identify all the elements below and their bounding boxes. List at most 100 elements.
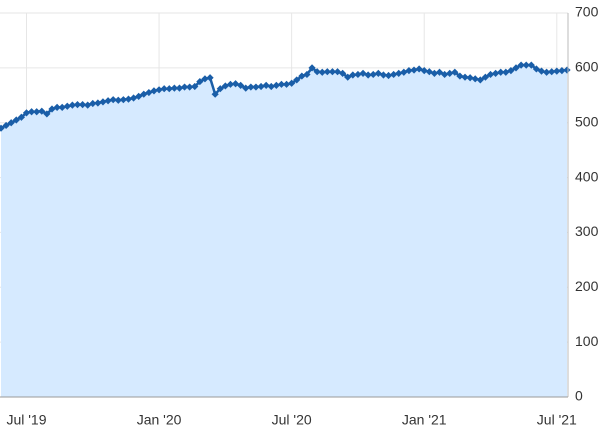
marker: [379, 71, 388, 79]
marker: [548, 68, 556, 76]
marker: [527, 61, 535, 69]
marker: [104, 97, 112, 105]
marker: [247, 83, 255, 91]
marker: [73, 101, 82, 109]
marker: [405, 67, 413, 75]
marker: [211, 90, 219, 98]
marker: [2, 121, 10, 130]
marker: [63, 102, 71, 110]
marker: [33, 108, 41, 116]
marker: [160, 85, 168, 93]
marker: [466, 74, 474, 82]
marker: [12, 116, 20, 124]
marker: [124, 95, 133, 103]
marker: [7, 119, 15, 127]
marker: [446, 69, 454, 77]
marker: [267, 82, 275, 91]
y-tick-label: 600: [575, 59, 599, 75]
marker: [339, 69, 347, 77]
marker: [558, 67, 566, 75]
marker: [216, 85, 224, 93]
marker: [109, 96, 117, 104]
marker: [492, 69, 500, 77]
marker: [17, 113, 25, 121]
marker: [507, 67, 515, 75]
marker: [354, 70, 362, 79]
marker: [395, 69, 403, 77]
marker: [415, 65, 423, 73]
marker: [150, 87, 158, 95]
marker: [471, 75, 479, 83]
marker: [486, 70, 495, 79]
marker: [191, 82, 199, 91]
y-tick-label: 400: [575, 168, 599, 184]
marker: [78, 101, 87, 109]
marker: [155, 86, 163, 94]
marker: [359, 69, 367, 77]
marker: [175, 84, 184, 92]
marker: [242, 84, 250, 92]
marker: [344, 73, 352, 81]
marker: [186, 83, 194, 91]
x-tick-label: Jul '19: [6, 412, 46, 428]
marker: [517, 61, 525, 69]
marker: [364, 71, 372, 79]
y-tick-label: 100: [575, 333, 599, 349]
marker: [512, 64, 520, 72]
x-tick-label: Jan '21: [402, 412, 447, 428]
y-tick-label: 500: [575, 113, 599, 129]
marker: [333, 68, 342, 76]
marker: [481, 73, 490, 81]
y-tick-label: 0: [575, 388, 583, 404]
marker: [532, 65, 541, 73]
x-tick-label: Jul '20: [272, 412, 312, 428]
marker: [328, 68, 337, 76]
marker: [476, 76, 484, 84]
marker: [456, 72, 464, 80]
marker: [400, 68, 408, 76]
marker: [272, 81, 280, 90]
marker: [53, 103, 61, 111]
marker: [262, 81, 270, 90]
marker: [522, 61, 530, 69]
marker: [308, 64, 316, 72]
marker: [252, 83, 260, 91]
marker: [537, 67, 546, 75]
marker: [543, 68, 551, 76]
marker: [313, 68, 321, 76]
marker: [38, 107, 46, 115]
marker: [114, 96, 122, 104]
x-tick-label: Jul '21: [537, 412, 577, 428]
marker: [430, 69, 439, 77]
marker: [349, 71, 357, 79]
y-tick-label: 200: [575, 278, 599, 294]
marker: [48, 105, 56, 113]
marker: [22, 109, 31, 117]
marker: [68, 101, 76, 109]
marker: [369, 70, 377, 79]
x-tick-label: Jan '20: [137, 412, 182, 428]
marker: [288, 79, 296, 87]
marker: [226, 80, 235, 88]
marker: [441, 70, 449, 79]
marker: [451, 68, 459, 76]
marker: [43, 110, 51, 118]
marker: [390, 70, 398, 79]
marker: [58, 103, 66, 111]
marker: [119, 96, 127, 104]
marker: [94, 99, 102, 107]
marker: [165, 85, 173, 93]
marker: [277, 80, 286, 88]
marker: [27, 108, 36, 116]
area-fill: [1, 65, 567, 397]
marker: [135, 92, 143, 100]
marker: [257, 82, 265, 91]
marker: [435, 68, 444, 76]
marker: [318, 68, 326, 76]
y-tick-label: 300: [575, 223, 599, 239]
marker: [323, 68, 331, 76]
marker: [0, 124, 5, 132]
marker: [425, 68, 433, 76]
marker: [553, 67, 561, 75]
